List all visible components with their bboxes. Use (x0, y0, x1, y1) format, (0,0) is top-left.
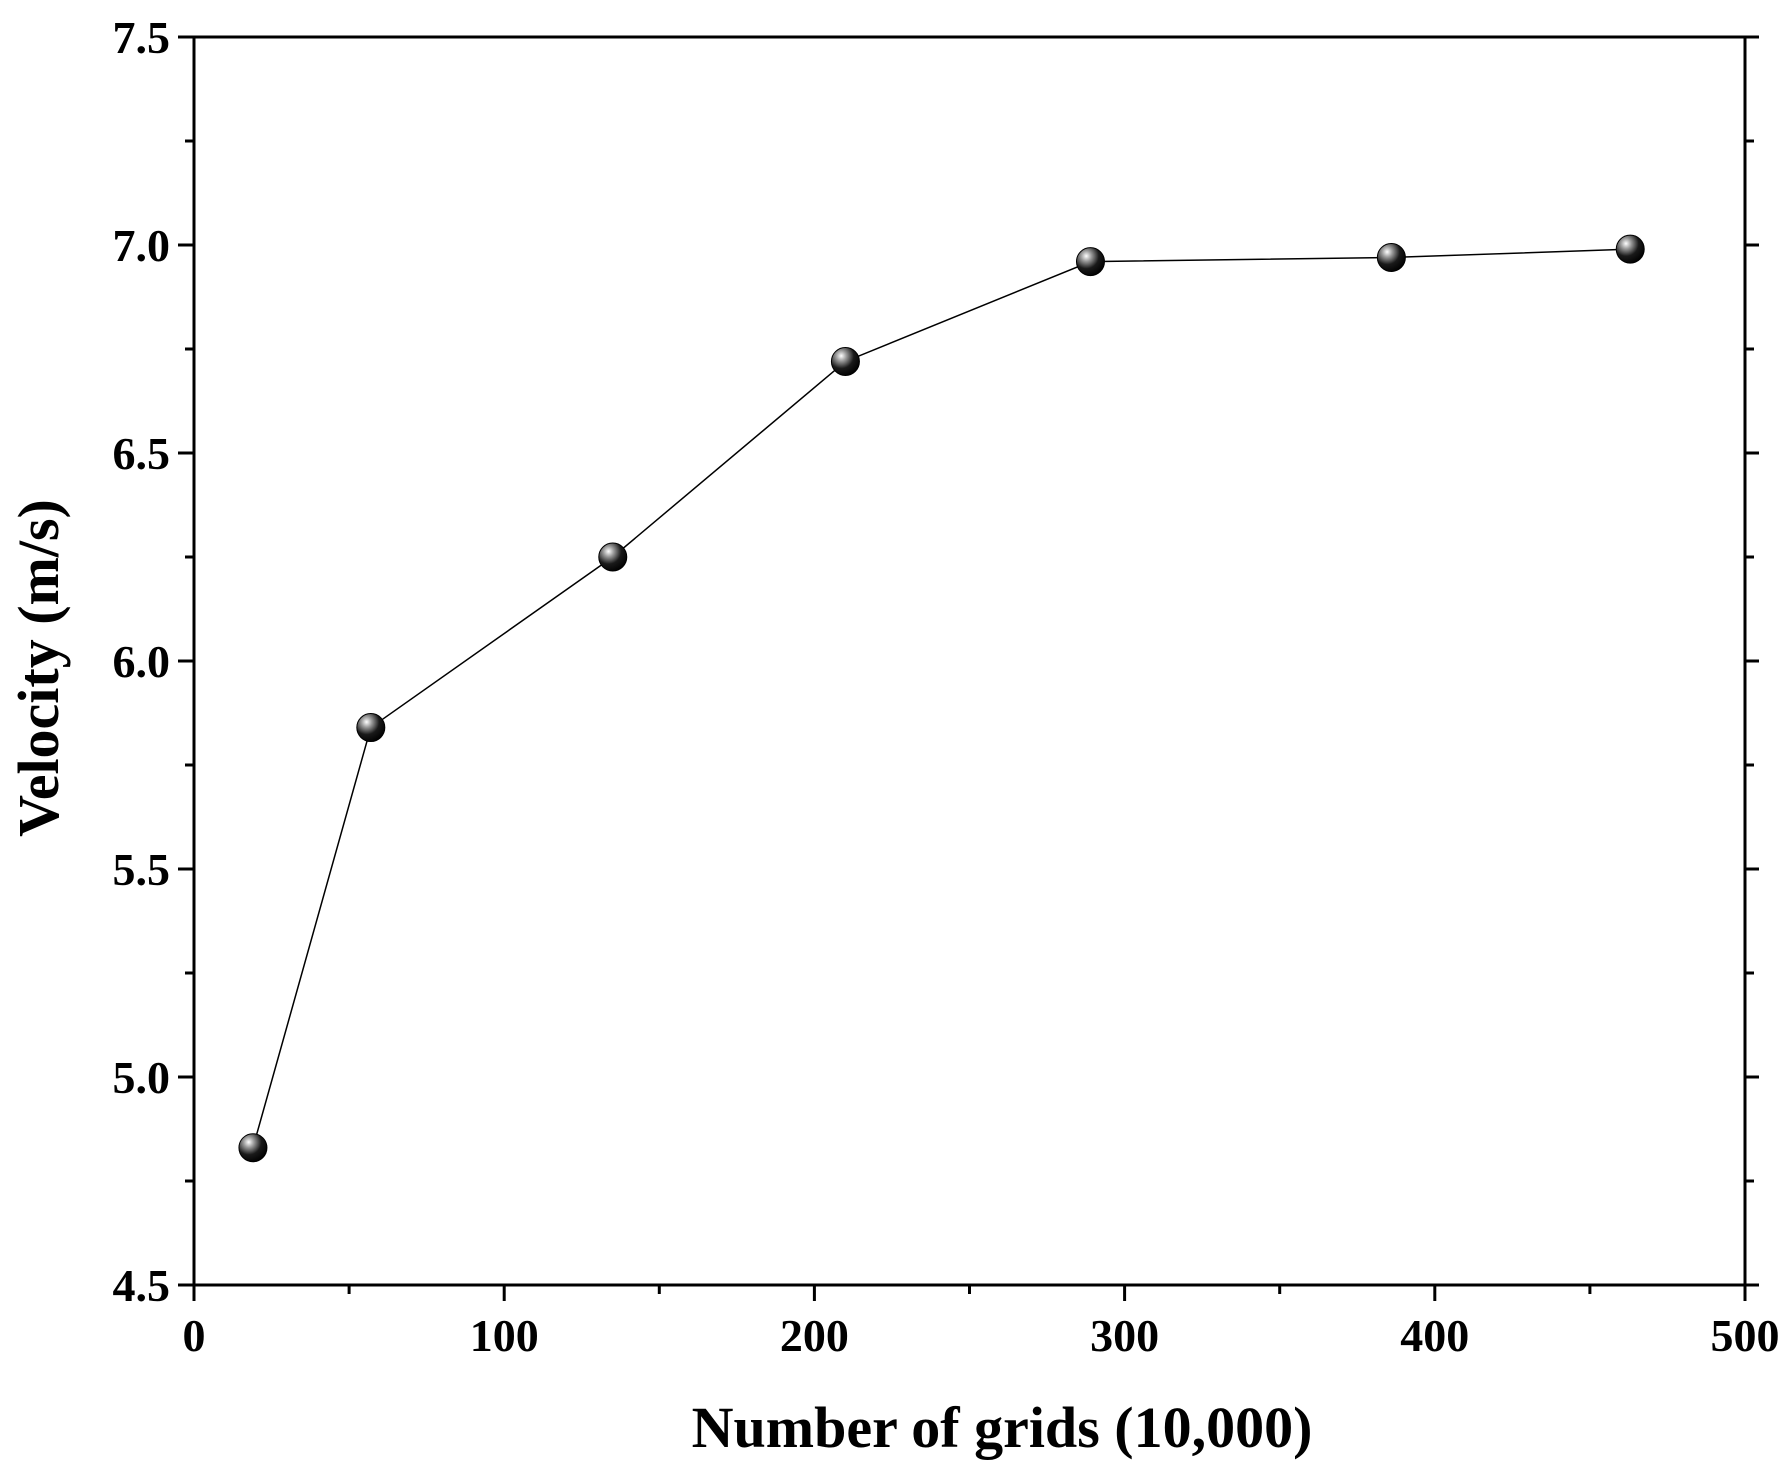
data-point (830, 346, 860, 376)
y-tick-label: 5.0 (113, 1052, 171, 1103)
series-line (252, 248, 1631, 1148)
x-tick-label: 200 (780, 1310, 849, 1361)
x-tick-label: 500 (1711, 1310, 1780, 1361)
plot-frame (192, 35, 1747, 1287)
x-axis-label: Number of grids (10,000) (692, 1395, 1313, 1460)
data-point (1075, 247, 1105, 277)
y-tick-label: 4.5 (113, 1260, 171, 1311)
x-tick-label: 300 (1090, 1310, 1159, 1361)
data-point (238, 1133, 268, 1163)
data-point (1376, 242, 1406, 272)
data-point (1615, 234, 1645, 264)
data-point (356, 713, 386, 743)
y-axis-label: Velocity (m/s) (6, 499, 71, 837)
y-tick-label: 7.5 (113, 12, 171, 63)
y-tick-label: 5.5 (113, 844, 171, 895)
y-tick-label: 7.0 (113, 220, 171, 271)
y-tick-label: 6.0 (113, 636, 171, 687)
data-point (598, 542, 628, 572)
x-tick-label: 400 (1400, 1310, 1469, 1361)
x-tick-label: 0 (183, 1310, 206, 1361)
y-tick-label: 6.5 (113, 428, 171, 479)
x-tick-label: 100 (470, 1310, 539, 1361)
